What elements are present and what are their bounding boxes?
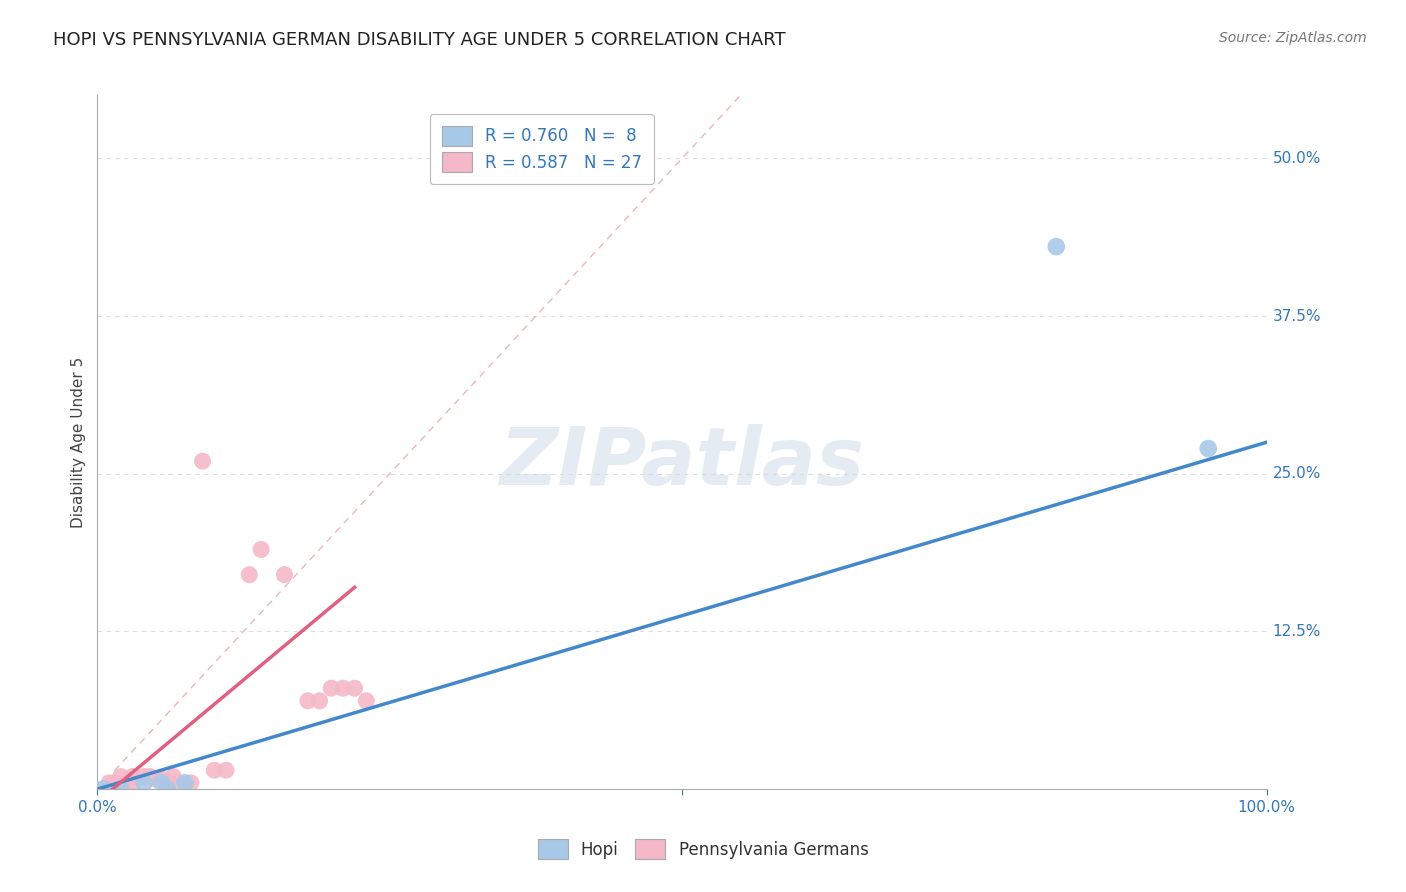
Legend: R = 0.760   N =  8, R = 0.587   N = 27: R = 0.760 N = 8, R = 0.587 N = 27 [430,114,654,184]
Point [139,770,162,784]
Point [156,776,179,790]
Text: HOPI VS PENNSYLVANIA GERMAN DISABILITY AGE UNDER 5 CORRELATION CHART: HOPI VS PENNSYLVANIA GERMAN DISABILITY A… [53,31,786,49]
Point [1045,240,1067,254]
Text: 12.5%: 12.5% [1272,624,1322,639]
Point [115,776,138,790]
Point [174,776,197,790]
Text: 37.5%: 37.5% [1272,309,1322,324]
Point [215,763,238,777]
Text: 25.0%: 25.0% [1272,467,1322,482]
Point [121,770,143,784]
Text: 50.0%: 50.0% [1272,151,1322,166]
Point [134,776,156,790]
Point [297,694,319,708]
Point [162,770,184,784]
Point [180,776,202,790]
Y-axis label: Disability Age Under 5: Disability Age Under 5 [72,357,86,528]
Point [308,694,330,708]
Point [156,782,179,797]
Point [1197,442,1219,456]
Point [91,782,114,797]
Point [321,681,343,696]
Point [121,776,143,790]
Point [167,776,190,790]
Text: ZIPatlas: ZIPatlas [499,424,865,502]
Point [104,776,127,790]
Point [91,782,114,797]
Point [332,681,354,696]
Point [150,772,173,786]
Point [343,681,366,696]
Point [202,763,225,777]
Point [145,772,167,786]
Point [250,542,273,557]
Point [110,782,132,797]
Point [273,567,295,582]
Point [150,776,173,790]
Point [238,567,260,582]
Point [98,776,121,790]
Point [356,694,378,708]
Point [110,770,132,784]
Text: Source: ZipAtlas.com: Source: ZipAtlas.com [1219,31,1367,45]
Point [134,770,156,784]
Legend: Hopi, Pennsylvania Germans: Hopi, Pennsylvania Germans [529,830,877,868]
Point [191,454,214,468]
